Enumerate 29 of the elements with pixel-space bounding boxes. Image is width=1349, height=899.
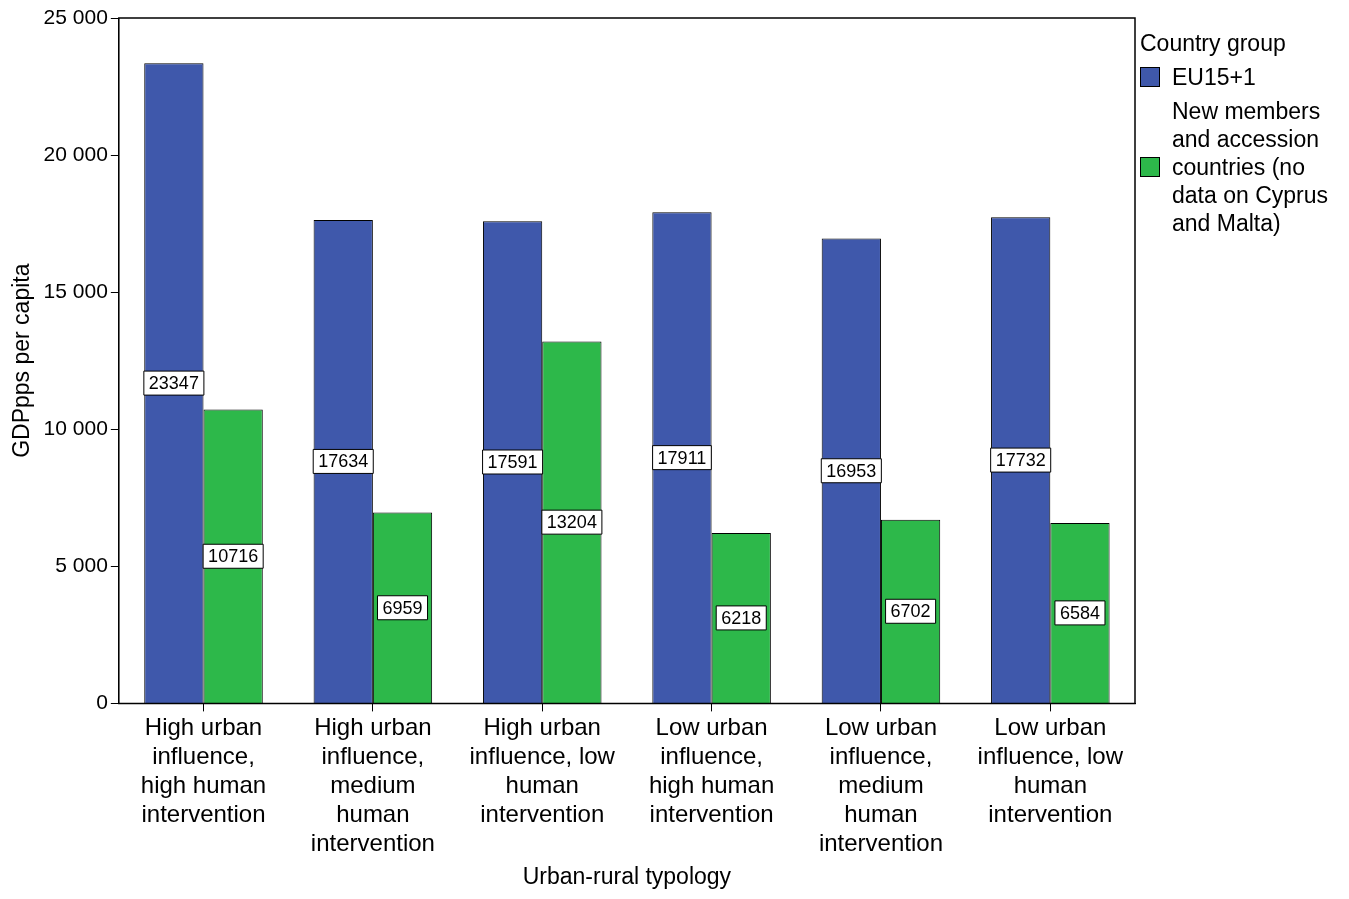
y-tick-label: 0: [96, 690, 108, 714]
x-tick-label: High urban influence, low human intervention: [469, 713, 616, 827]
data-label: 17911: [657, 447, 707, 468]
data-label: 16953: [826, 460, 877, 481]
data-label: 13204: [546, 512, 597, 533]
data-label: 6584: [1059, 602, 1100, 623]
data-label: 6959: [382, 597, 423, 618]
x-axis-title: Urban-rural typology: [522, 862, 732, 889]
y-axis-title: GDPpps per capita: [8, 263, 35, 458]
legend-label: EU15+1: [1172, 63, 1256, 91]
legend-label: New members and accession countries (no data on Cyprus and Malta): [1172, 97, 1329, 237]
legend-title: Country group: [1140, 30, 1287, 57]
y-tick-label: 20 000: [43, 141, 108, 165]
data-label: 17634: [318, 451, 369, 472]
y-tick-label: 10 000: [43, 416, 108, 440]
x-tick-label: Low urban influence, low human intervention: [977, 713, 1124, 827]
data-label: 10716: [208, 546, 259, 567]
data-label: 17591: [487, 451, 538, 472]
y-tick-label: 25 000: [43, 4, 108, 28]
y-tick-label: 5 000: [55, 553, 108, 577]
data-label: 6218: [721, 607, 762, 628]
y-tick-label: 15 000: [43, 278, 108, 302]
x-tick-label: High urban influence, high human intervention: [140, 713, 267, 827]
data-label: 17732: [995, 450, 1046, 471]
data-label: 23347: [148, 373, 199, 394]
x-tick-label: Low urban influence, medium human intervention: [818, 713, 943, 856]
data-label: 6702: [890, 601, 931, 622]
x-tick-label: Low urban influence, high human intervention: [648, 713, 775, 827]
x-tick-label: High urban influence, medium human intervention: [310, 713, 435, 856]
